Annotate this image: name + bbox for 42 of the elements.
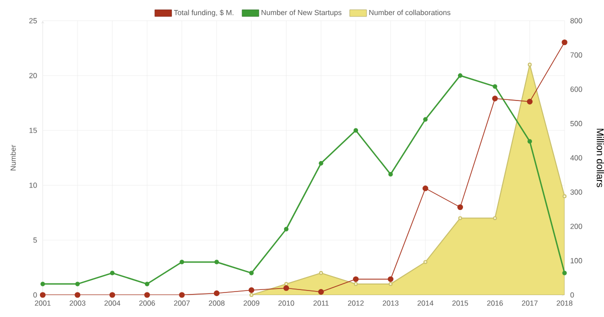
point: [562, 194, 567, 198]
point: [109, 292, 116, 298]
point: [422, 186, 428, 192]
point: [352, 276, 359, 282]
point: [423, 117, 428, 122]
point: [40, 282, 45, 286]
point: [492, 96, 498, 102]
point: [388, 282, 393, 286]
point: [423, 260, 428, 264]
point: [388, 172, 393, 177]
point: [354, 128, 358, 133]
point: [214, 260, 219, 264]
point: [75, 282, 80, 286]
point: [458, 73, 462, 78]
point: [492, 84, 498, 89]
point: [284, 227, 288, 232]
point: [214, 290, 220, 296]
point: [179, 292, 185, 298]
point: [249, 270, 254, 276]
point: [144, 282, 150, 286]
point: [457, 204, 464, 210]
point: [180, 260, 184, 264]
point: [40, 292, 46, 298]
point: [562, 270, 567, 276]
point: [319, 271, 323, 276]
point: [354, 282, 358, 286]
point: [528, 62, 532, 67]
point: [110, 270, 115, 276]
point: [493, 216, 497, 220]
point: [318, 289, 324, 295]
point: [144, 292, 150, 298]
point: [248, 287, 254, 294]
point: [458, 216, 462, 220]
point: [318, 161, 324, 166]
point: [388, 276, 394, 282]
point: [527, 139, 532, 144]
point: [562, 40, 568, 46]
point: [526, 98, 533, 105]
point: [249, 293, 254, 298]
point: [74, 292, 80, 298]
y2-axis-title: Million dollars: [596, 129, 604, 188]
point: [283, 285, 290, 292]
